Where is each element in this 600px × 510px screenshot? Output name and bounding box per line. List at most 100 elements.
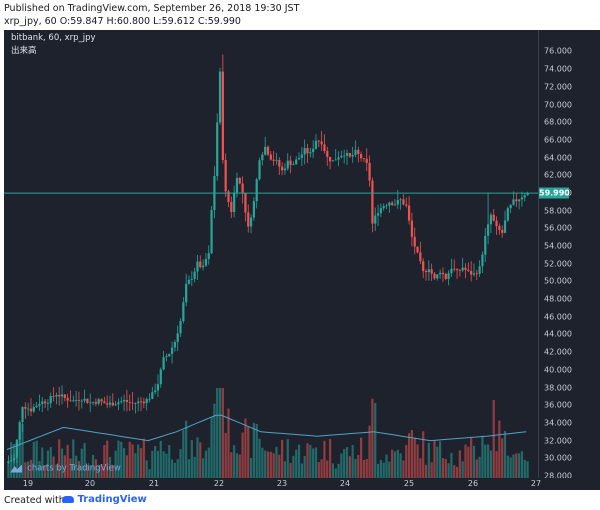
candle-body [422,261,425,272]
candle-body [402,199,405,205]
volume-bar [108,456,112,478]
volume-legend[interactable]: 出来高 [11,46,37,56]
volume-bar [320,459,323,478]
volume-bar [385,454,388,478]
volume-bar [518,453,521,478]
volume-bar [399,453,402,478]
candle-body [410,220,414,237]
candle-body [405,204,408,206]
volume-bar [173,462,176,478]
volume-bar [348,456,351,478]
volume-bar [128,441,131,478]
volume-bar [224,433,227,478]
candle-body [309,152,312,154]
volume-bar [221,388,224,478]
candle-body [436,274,439,279]
time-axis[interactable]: 19 20 21 22 23 24 25 26 27 [4,478,600,490]
candle-body [173,342,176,348]
candle-body [210,210,213,254]
volume-bar [125,455,129,478]
volume-bar [261,447,264,478]
price-tick-label: 48.000 [544,294,572,304]
candle-body [261,154,264,161]
volume-bar [72,439,75,478]
candle-body [190,278,193,280]
volume-bar [292,455,295,478]
volume-bar [29,459,33,478]
volume-bar [182,429,185,478]
volume-bar [326,460,329,478]
volume-bar [207,447,210,478]
candle-body [343,155,346,157]
volume-bar [12,444,16,478]
volume-bar [210,417,213,478]
candle-body [461,267,464,271]
volume-bar [55,464,58,478]
candle-body [159,369,162,385]
candle-body [269,154,272,160]
volume-bar [455,466,459,478]
candle-body [24,406,27,409]
candle-body [357,149,360,155]
candle-body [244,193,247,213]
candlestick-chart[interactable] [4,30,538,478]
volume-bar [427,442,430,478]
volume-bar [77,461,81,478]
candle-body [114,404,117,406]
volume-bar [472,445,476,478]
candle-body [354,149,357,155]
volume-bar [111,464,114,478]
candle-body [111,402,114,406]
price-tick-label: 28.000 [544,471,572,481]
price-axis[interactable]: 76.000 74.000 72.000 70.000 68.000 66.000 64.0… [538,30,600,481]
volume-bar [416,444,419,478]
ohlc-header: xrp_jpy, 60 O:59.847 H:60.800 L:59.612 C… [4,16,241,27]
volume-bar [340,453,343,478]
price-tick-label: 68.000 [544,117,572,127]
volume-bar [170,459,174,478]
candle-body [131,402,134,404]
volume-bar [89,465,92,478]
volume-bar [235,453,239,478]
volume-bar [185,420,188,478]
volume-bar [120,441,123,478]
candle-body [433,273,436,279]
volume-bar [151,450,154,478]
candle-body [337,157,340,160]
candle-body [391,202,394,206]
volume-bar [264,450,267,478]
candle-body [117,402,120,405]
candle-body [100,399,103,402]
candle-body [286,160,289,169]
candle-body [489,214,493,225]
volume-bar [368,425,371,478]
volume-bar [230,452,233,478]
candle-body [455,269,459,271]
chart-pane[interactable]: bitbank, 60, xrp_jpy 出来高 charts by Tradi… [4,30,538,478]
volume-bar [495,451,498,478]
volume-bar [343,449,346,478]
volume-bar [269,451,272,478]
volume-bar [393,451,397,478]
volume-bar [18,435,21,478]
watermark[interactable]: charts by TradingView [10,458,121,477]
volume-bar [86,464,89,478]
candle-body [227,191,230,203]
symbol-legend[interactable]: bitbank, 60, xrp_jpy [11,33,96,43]
tradingview-brand-link[interactable]: TradingView [62,494,147,505]
volume-bar [351,445,354,478]
candle-body [447,273,450,279]
volume-bar [139,448,143,478]
candle-body [289,160,292,166]
volume-bar [83,442,86,478]
volume-bar [328,438,332,478]
candle-body [218,71,222,123]
volume-bar [283,461,287,478]
volume-bar [314,447,318,478]
volume-bar [388,461,391,478]
volume-bar [331,463,335,478]
volume-bar [526,461,529,478]
volume-bar [58,439,61,478]
volume-bar [233,445,236,478]
candle-body [303,148,306,155]
